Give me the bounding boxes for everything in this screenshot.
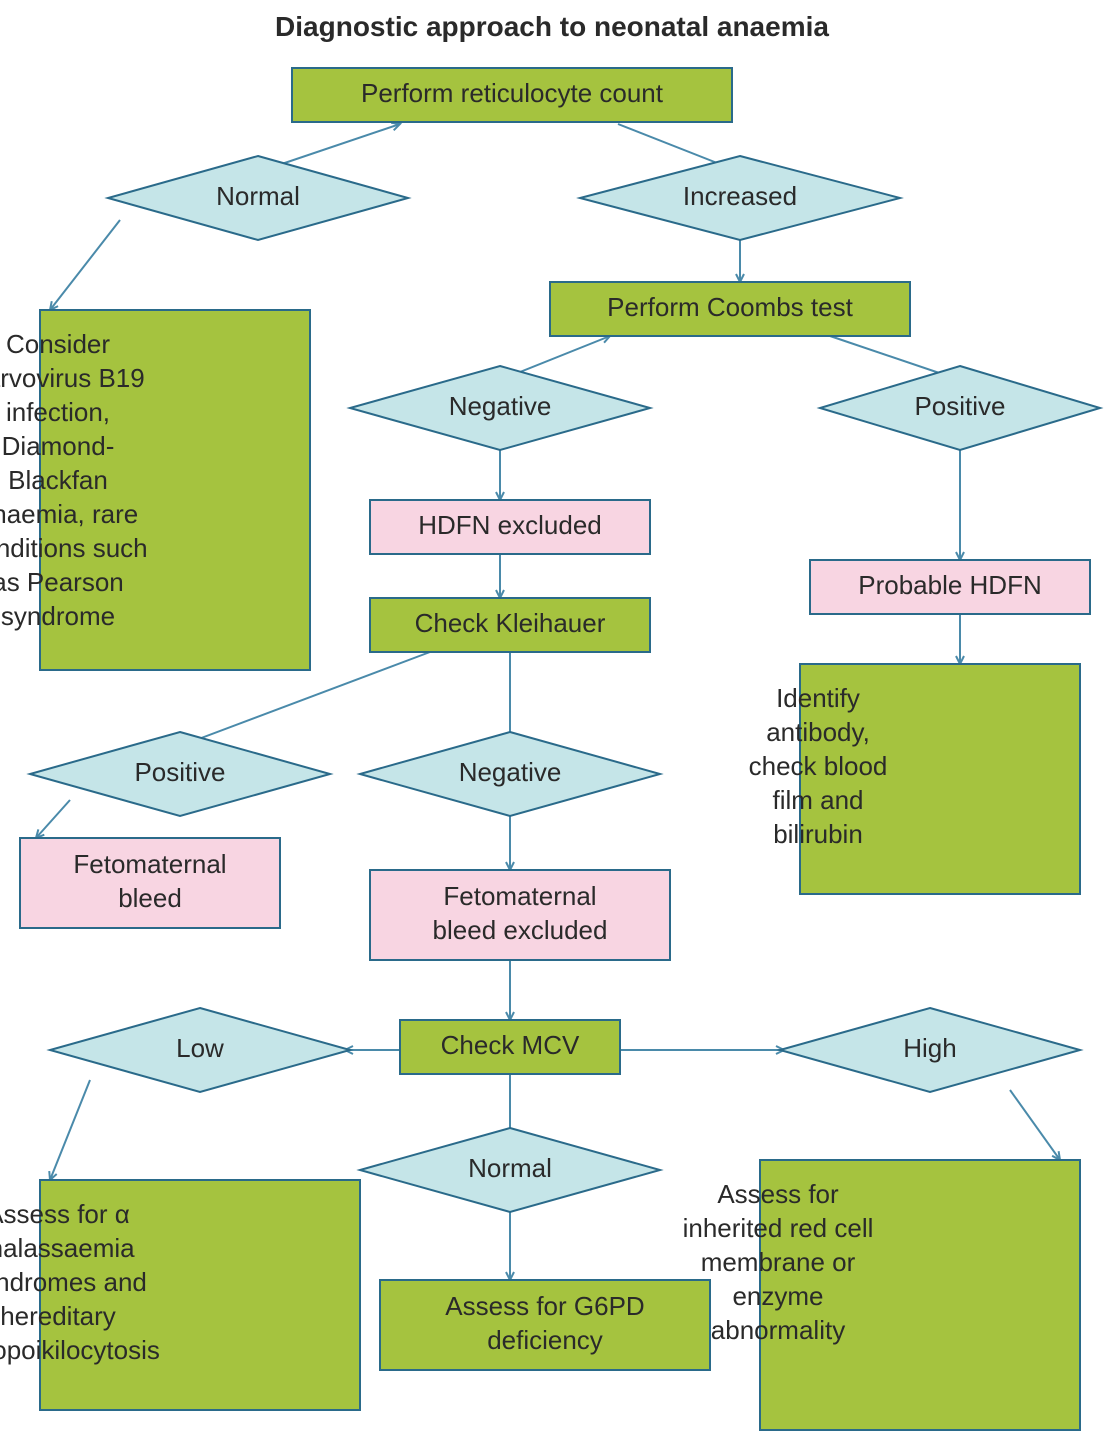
process-node: Considerparvovirus B19infection,Diamond-…	[0, 310, 310, 670]
node-label: Normal	[216, 181, 300, 211]
flowchart-diagram: Diagnostic approach to neonatal anaemia P…	[0, 0, 1104, 1454]
process-node: Check MCV	[400, 1020, 620, 1074]
node-label: Perform Coombs test	[607, 292, 853, 322]
node-label: High	[903, 1033, 956, 1063]
decision-node: Negative	[350, 366, 650, 450]
node-label: Low	[176, 1033, 224, 1063]
process-node: Fetomaternalbleed excluded	[370, 870, 670, 960]
node-label: HDFN excluded	[418, 510, 602, 540]
process-node: Perform reticulocyte count	[292, 68, 732, 122]
nodes-layer: Perform reticulocyte count Normal Increase…	[0, 68, 1100, 1430]
decision-node: Normal	[108, 156, 408, 240]
process-node: Assess for αthalassaemiasyndromes andher…	[0, 1180, 360, 1410]
flow-arrow	[50, 1080, 90, 1180]
node-label: Check MCV	[441, 1030, 580, 1060]
flow-arrow	[36, 800, 70, 838]
node-label: Perform reticulocyte count	[361, 78, 664, 108]
flow-arrow	[50, 220, 120, 310]
node-label: Negative	[449, 391, 552, 421]
process-node: Identifyantibody,check bloodfilm andbili…	[749, 664, 1080, 894]
decision-node: Low	[50, 1008, 350, 1092]
flow-arrow	[1010, 1090, 1060, 1160]
decision-node: Normal	[360, 1128, 660, 1212]
decision-node: High	[780, 1008, 1080, 1092]
process-node: Check Kleihauer	[370, 598, 650, 652]
node-label: Increased	[683, 181, 797, 211]
node-label: Normal	[468, 1153, 552, 1183]
process-node: Perform Coombs test	[550, 282, 910, 336]
process-node: Probable HDFN	[810, 560, 1090, 614]
process-node: Assess forinherited red cellmembrane ore…	[683, 1160, 1080, 1430]
decision-node: Negative	[360, 732, 660, 816]
decision-node: Positive	[820, 366, 1100, 450]
decision-node: Positive	[30, 732, 330, 816]
diagram-title: Diagnostic approach to neonatal anaemia	[275, 11, 829, 42]
node-label: Positive	[914, 391, 1005, 421]
decision-node: Increased	[580, 156, 900, 240]
node-label: Probable HDFN	[858, 570, 1042, 600]
node-label: Negative	[459, 757, 562, 787]
node-label: Check Kleihauer	[415, 608, 606, 638]
process-node: HDFN excluded	[370, 500, 650, 554]
process-node: Assess for G6PDdeficiency	[380, 1280, 710, 1370]
node-label: Positive	[134, 757, 225, 787]
process-node: Fetomaternalbleed	[20, 838, 280, 928]
